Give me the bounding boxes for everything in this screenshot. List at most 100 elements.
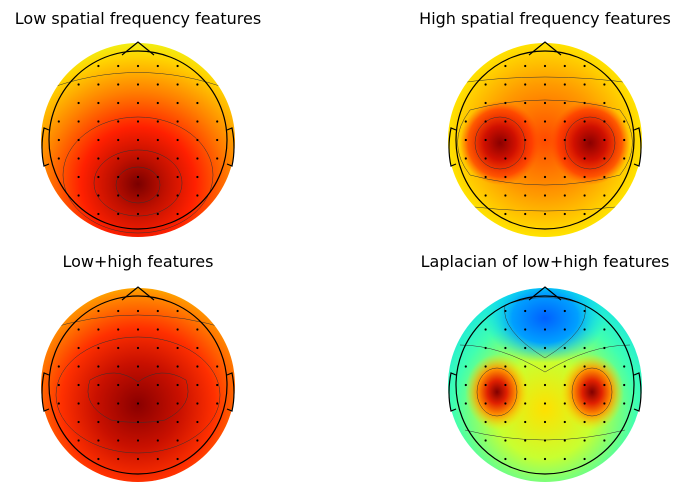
electrode-marker [583, 420, 586, 424]
electrode-marker [97, 457, 100, 461]
electrode-marker [583, 101, 586, 105]
electrode-marker [484, 101, 487, 105]
electrode-marker [196, 346, 199, 350]
electrode-marker [156, 383, 159, 387]
electrode-marker [176, 157, 179, 160]
electrodes [464, 309, 626, 461]
electrode-marker [583, 365, 586, 368]
electrode-marker [504, 383, 507, 387]
electrode-marker [97, 175, 100, 179]
electrode-marker [623, 402, 626, 405]
electrode-marker [117, 309, 120, 313]
electrode-marker [216, 138, 219, 142]
electrode-marker [484, 365, 487, 368]
electrode-marker [176, 194, 179, 197]
electrode-marker [543, 383, 547, 387]
electrode-marker [136, 120, 140, 123]
electrode-marker [136, 439, 140, 442]
electrode-marker [583, 402, 586, 405]
electrode-marker [603, 83, 606, 86]
electrodes [57, 64, 219, 216]
electrode-marker [216, 120, 219, 123]
electrode-marker [464, 402, 467, 405]
electrode-marker [136, 309, 140, 313]
electrode-marker [77, 83, 80, 86]
electrode-marker [77, 402, 80, 405]
electrode-marker [524, 346, 527, 350]
electrode-marker [136, 157, 140, 160]
head-outline [448, 286, 642, 475]
head-outline [448, 41, 642, 230]
panel-title-laplacian: Laplacian of low+high features [421, 252, 670, 271]
electrode-marker [196, 439, 199, 442]
electrode-marker [136, 328, 140, 331]
electrode-marker [603, 439, 606, 442]
electrode-marker [97, 64, 100, 68]
electrode-marker [524, 383, 527, 387]
electrode-marker [464, 138, 467, 142]
electrode-marker [136, 138, 140, 142]
electrode-marker [484, 83, 487, 86]
electrode-marker [484, 402, 487, 405]
electrode-marker [563, 157, 566, 160]
electrode-marker [176, 365, 179, 368]
electrode-marker [543, 402, 547, 405]
electrode-marker [156, 365, 159, 368]
electrodes [57, 309, 219, 461]
electrode-marker [504, 194, 507, 197]
electrode-marker [583, 383, 586, 387]
electrode-marker [57, 383, 60, 387]
electrode-marker [524, 212, 527, 216]
electrode-marker [196, 138, 199, 142]
electrode-marker [603, 328, 606, 331]
electrode-marker [563, 212, 566, 216]
electrode-marker [156, 138, 159, 142]
electrode-marker [563, 194, 566, 197]
topomap-panel-high: High spatial frequency features [419, 9, 671, 237]
electrode-marker [97, 420, 100, 424]
topomap-panel-lowhigh: Low+high features [41, 252, 235, 482]
electrode-marker [524, 439, 527, 442]
electrode-marker [524, 365, 527, 368]
electrode-marker [504, 346, 507, 350]
electrode-marker [57, 120, 60, 123]
electrode-marker [156, 101, 159, 105]
electrode-marker [563, 383, 566, 387]
electrode-marker [484, 138, 487, 142]
electrode-marker [57, 365, 60, 368]
electrode-marker [156, 83, 159, 86]
electrode-marker [563, 439, 566, 442]
electrode-marker [156, 194, 159, 197]
electrode-marker [603, 194, 606, 197]
electrode-marker [176, 101, 179, 105]
electrode-marker [504, 157, 507, 160]
head-outline [41, 41, 235, 230]
electrode-marker [196, 383, 199, 387]
electrode-marker [464, 120, 467, 123]
electrode-marker [583, 439, 586, 442]
electrode-marker [504, 120, 507, 123]
electrode-marker [216, 402, 219, 405]
electrode-marker [136, 457, 140, 461]
electrode-marker [583, 212, 586, 216]
electrode-marker [563, 138, 566, 142]
electrode-marker [504, 420, 507, 424]
electrode-marker [136, 402, 140, 405]
electrode-marker [176, 309, 179, 313]
electrode-marker [117, 175, 120, 179]
electrode-marker [77, 175, 80, 179]
electrode-marker [543, 83, 547, 86]
electrode-marker [77, 383, 80, 387]
electrode-marker [176, 120, 179, 123]
electrode-marker [117, 212, 120, 216]
electrode-marker [524, 194, 527, 197]
electrode-marker [196, 420, 199, 424]
electrode-marker [484, 346, 487, 350]
electrode-marker [117, 120, 120, 123]
electrode-marker [524, 138, 527, 142]
electrode-marker [117, 383, 120, 387]
electrode-marker [136, 346, 140, 350]
electrode-marker [504, 83, 507, 86]
electrode-marker [196, 328, 199, 331]
electrode-marker [623, 383, 626, 387]
